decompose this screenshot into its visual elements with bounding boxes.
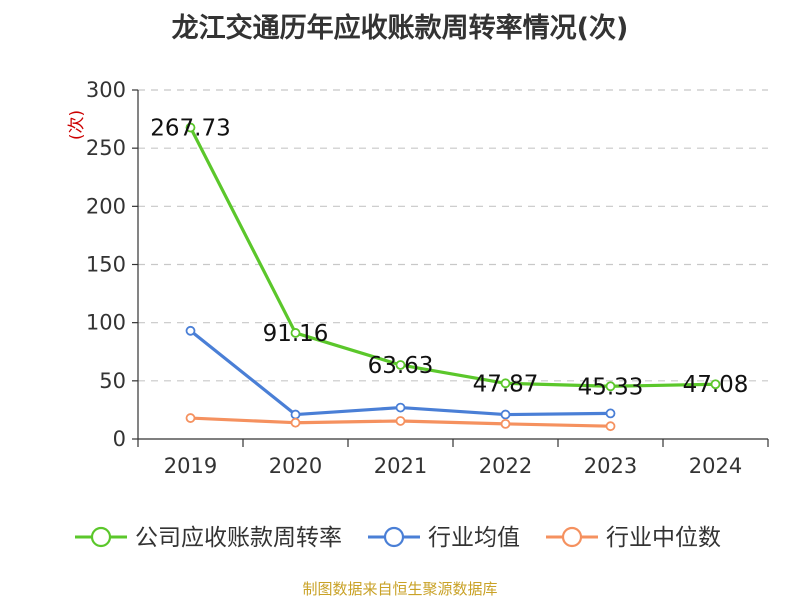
data-point	[185, 413, 196, 423]
data-point	[500, 418, 511, 429]
y-tick-label: 300	[86, 78, 126, 102]
data-point	[290, 328, 301, 338]
data-point	[710, 379, 721, 390]
data-label: 63.63	[368, 353, 434, 379]
x-tick-label: 2023	[584, 454, 637, 478]
data-point	[500, 409, 511, 420]
series-line	[189, 126, 716, 388]
source-note: 制图数据来自恒生聚源数据库	[302, 580, 498, 598]
chart-title: 龙江交通历年应收账款周转率情况(次)	[171, 13, 629, 44]
y-tick-label: 0	[113, 427, 126, 451]
data-point	[395, 416, 406, 426]
y-tick-label: 200	[86, 194, 126, 218]
legend-label: 行业中位数	[606, 525, 721, 551]
data-point	[290, 417, 301, 428]
data-point	[185, 122, 196, 133]
x-tick-label: 2019	[164, 454, 217, 478]
data-point	[500, 378, 511, 389]
data-point	[185, 325, 196, 336]
data-label: 47.08	[683, 372, 749, 398]
data-label: 45.33	[578, 374, 644, 400]
data-label: 91.16	[263, 321, 329, 347]
y-tick-label: 100	[86, 311, 126, 335]
data-label: 267.73	[150, 116, 230, 142]
legend: 公司应收账款周转率 行业均值 行业中位数	[75, 525, 721, 551]
x-tick-label: 2022	[479, 454, 532, 478]
y-tick-label: 50	[99, 369, 126, 393]
data-point	[605, 381, 616, 392]
legend-label: 行业均值	[428, 525, 520, 551]
data-point	[605, 421, 616, 432]
legend-marker	[383, 526, 405, 548]
data-point	[605, 408, 616, 419]
data-point	[290, 409, 301, 420]
axes: 0 50 100 150 200 250 300 2019 2020 2021 2022 2023 20…	[67, 78, 769, 478]
x-tick-label: 2024	[689, 454, 742, 478]
legend-marker	[90, 526, 112, 548]
y-axis-unit-label: (次)	[67, 110, 87, 140]
series-lines	[185, 122, 721, 432]
y-tick-label: 150	[86, 253, 126, 277]
data-point	[395, 402, 406, 413]
legend-marker	[561, 526, 583, 548]
x-tick-label: 2021	[374, 454, 427, 478]
x-tick-label: 2020	[269, 454, 322, 478]
data-point	[395, 360, 406, 370]
grid-lines	[138, 89, 768, 382]
legend-label: 公司应收账款周转率	[135, 525, 342, 551]
data-labels: 267.73 91.16 63.63 47.87 45.33 47.08	[150, 116, 748, 401]
data-label: 47.87	[473, 371, 539, 397]
y-tick-label: 250	[86, 136, 126, 160]
